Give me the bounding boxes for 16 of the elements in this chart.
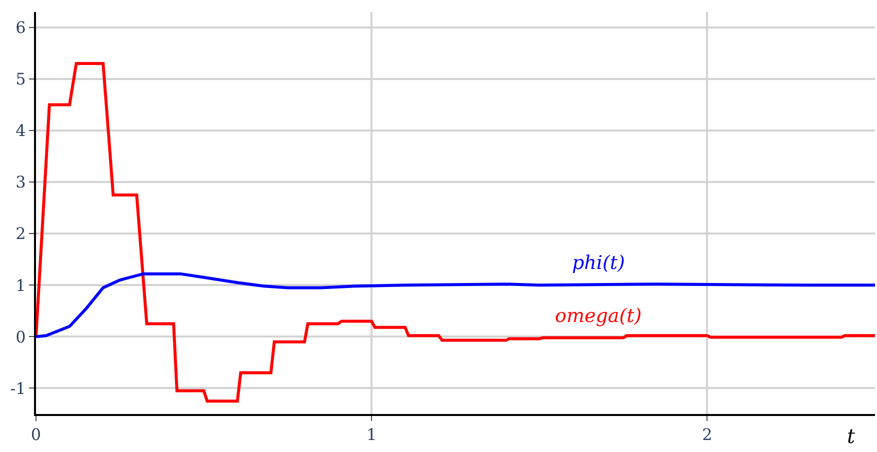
line-series [36,62,875,403]
y-tick-label: 5 [16,70,26,89]
series-label: omega(t) [555,305,642,327]
y-tick-label: -1 [10,378,26,398]
line-series [36,272,875,338]
y-tick-label: 3 [16,172,26,192]
x-tick-label: 1 [366,425,377,444]
y-tick-label: 1 [16,276,26,295]
y-tick-label: 4 [16,121,26,140]
y-tick-label: 2 [16,224,26,244]
x-tick-label: 0 [30,425,42,444]
x-axis-title: t [847,424,856,448]
y-tick-label: 0 [16,327,26,346]
x-tick-label: 2 [702,425,712,444]
y-tick-label: 6 [16,18,26,38]
series-label: phi(t) [572,252,625,274]
